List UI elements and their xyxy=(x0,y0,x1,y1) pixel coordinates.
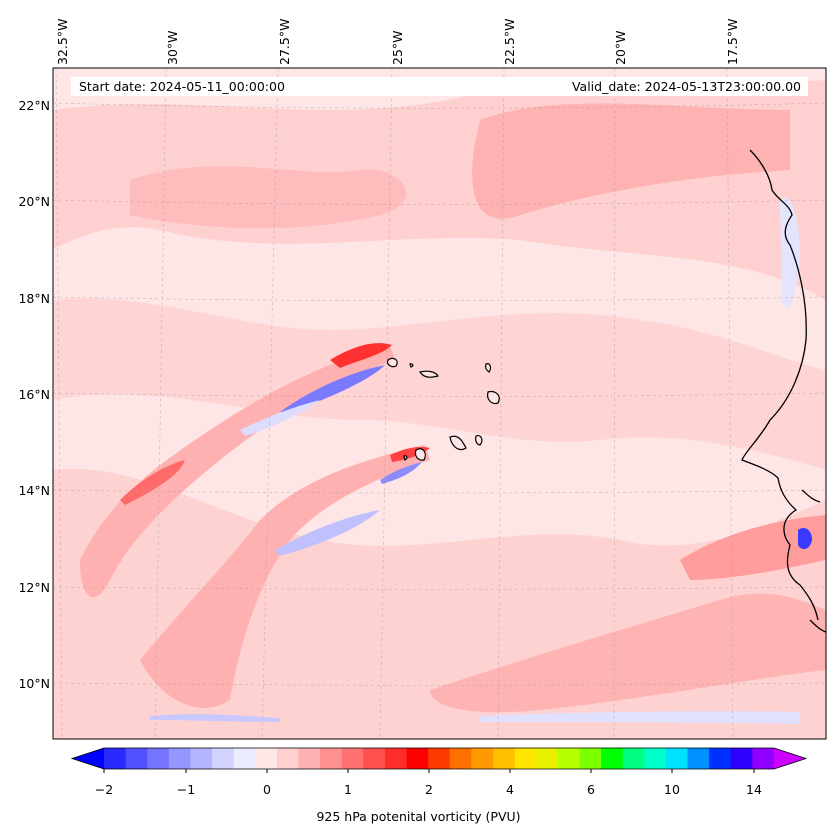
pv-contour-negative xyxy=(798,528,812,550)
lat-label: 22°N xyxy=(18,98,50,113)
colorbar-tick-label: 6 xyxy=(587,782,595,797)
colorbar-segment xyxy=(276,748,300,769)
colorbar-segment xyxy=(233,748,256,769)
lon-label: 17.5°W xyxy=(725,18,740,65)
pv-contour-negative xyxy=(240,400,320,436)
colorbar-segment xyxy=(449,748,472,769)
pv-contour-medium xyxy=(80,345,395,598)
lat-label: 12°N xyxy=(18,580,50,595)
pv-contour-negative xyxy=(480,711,800,724)
colorbar-extend-min xyxy=(72,748,104,769)
pv-contour-medium xyxy=(430,593,826,713)
colorbar-segment xyxy=(579,748,602,769)
pv-contour-negative xyxy=(280,365,385,412)
colorbar-tick-label: 4 xyxy=(506,782,514,797)
pv-contour-negative xyxy=(780,198,800,308)
valid-date-label: Valid_date: 2024-05-13T23:00:00.00 xyxy=(571,79,801,94)
pv-contour-negative xyxy=(150,714,280,722)
colorbar-segment xyxy=(190,748,213,769)
start-date-label: Start date: 2024-05-11_00:00:00 xyxy=(79,79,285,94)
colorbar-extend-max xyxy=(774,748,806,769)
gridlines xyxy=(53,68,826,739)
colorbar-segment xyxy=(363,748,386,769)
pv-contour-medium xyxy=(140,445,430,708)
lat-label: 16°N xyxy=(18,387,50,402)
colorbar-segment xyxy=(406,748,429,769)
colorbar-segment xyxy=(212,748,235,769)
colorbar-segment xyxy=(255,748,278,769)
colorbar-segment xyxy=(622,748,645,769)
lon-label: 30°W xyxy=(165,30,180,65)
lat-label: 18°N xyxy=(18,291,50,306)
colorbar-tick-label: 1 xyxy=(344,782,352,797)
colorbar-segment xyxy=(341,748,364,769)
lat-label: 20°N xyxy=(18,194,50,209)
colorbar-segment xyxy=(168,748,191,769)
colorbar-segment xyxy=(147,748,170,769)
colorbar-tick-label: 2 xyxy=(425,782,433,797)
colorbar-segment xyxy=(557,748,580,769)
pv-contour-light xyxy=(53,298,826,470)
map-frame xyxy=(52,67,827,740)
colorbar-tick-label: −1 xyxy=(176,782,196,797)
lon-label: 20°W xyxy=(613,30,628,65)
pv-contour-strong xyxy=(330,343,392,368)
colorbar-segment xyxy=(320,748,343,769)
pv-contour-negative xyxy=(275,510,380,556)
colorbar-segment xyxy=(104,748,127,769)
lat-label: 14°N xyxy=(18,483,50,498)
colorbar-segment xyxy=(752,748,775,769)
lon-label: 27.5°W xyxy=(277,18,292,65)
pv-contour-medium xyxy=(130,166,407,229)
coastline xyxy=(741,149,826,633)
cape-verde-islands xyxy=(387,357,500,461)
pv-contour-medium xyxy=(680,515,826,580)
pv-contour-strong xyxy=(120,460,185,505)
lon-label: 25°W xyxy=(390,30,405,65)
pv-contour-medium xyxy=(472,103,790,219)
colorbar-tick-label: 0 xyxy=(263,782,271,797)
colorbar-segment xyxy=(125,748,148,769)
colorbar-tick-label: −2 xyxy=(94,782,114,797)
header-bar xyxy=(71,77,808,96)
lat-label: 10°N xyxy=(18,676,50,691)
colorbar-tick-label: 10 xyxy=(664,782,680,797)
pv-contour-negative xyxy=(380,462,422,484)
colorbar-segment xyxy=(298,748,321,769)
colorbar-segment xyxy=(428,748,451,769)
colorbar-segment xyxy=(709,748,732,769)
colorbar xyxy=(70,747,808,773)
colorbar-segment xyxy=(644,748,667,769)
colorbar-segment xyxy=(493,748,516,769)
colorbar-tick-label: 14 xyxy=(746,782,762,797)
lon-label: 32.5°W xyxy=(55,18,70,65)
colorbar-segment xyxy=(601,748,624,769)
map-field xyxy=(53,68,826,739)
colorbar-segment xyxy=(730,748,753,769)
lon-label: 22.5°W xyxy=(502,18,517,65)
colorbar-label: 925 hPa potenital vorticity (PVU) xyxy=(316,809,521,824)
colorbar-segment xyxy=(384,748,408,769)
colorbar-segment xyxy=(687,748,710,769)
colorbar-segment xyxy=(514,748,537,769)
colorbar-segment xyxy=(665,748,689,769)
colorbar-segment xyxy=(471,748,494,769)
colorbar-segment xyxy=(536,748,559,769)
